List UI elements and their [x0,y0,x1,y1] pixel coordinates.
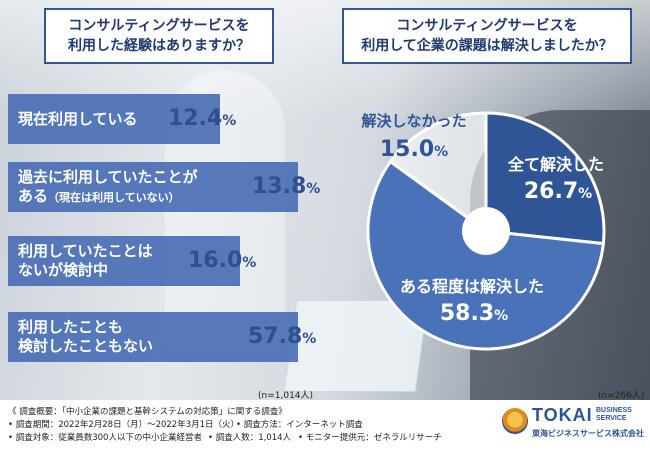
survey-count: • 調査人数：1,014人 [208,433,292,443]
survey-monitor: • モニター提供元：ゼネラルリサーチ [298,433,442,443]
pie-slice-partly-solved [366,159,605,351]
survey-target: • 調査対象：従業員数300人以下の中小企業経営者 [8,433,202,443]
survey-title: 《 調査概要：「中小企業の課題と基幹システムの対応策」に関する調査》 [8,407,287,417]
right-question-box: コンサルティングサービスを 利用して企業の課題は解決しましたか？ [342,8,632,64]
pie-slice-not-solved [388,111,488,234]
logo-tag1: BUSINESS [596,407,632,414]
bar-row-current: 現在利用している 12.4% [8,94,236,144]
pie-value-not-solved: 15.0% [380,137,448,162]
bar-row-considering: 利用していたことは ないが検討中 16.0% [8,236,256,286]
right-sample-size: (n=266人) [598,391,645,401]
bar-label-current: 現在利用している [18,109,138,128]
bar-label-considering: 利用していたことは ないが検討中 [18,242,153,279]
bar-row-past: 過去に利用していたことが ある（現在は利用していない） 13.8% [8,162,320,212]
logo-tag2: SERVICE [596,415,627,422]
bar-current [8,94,220,144]
bar-label-past: 過去に利用していたことが ある（現在は利用していない） [18,167,198,205]
logo-company: 東海ビジネスサービス株式会社 [532,429,644,438]
pie-label-partly-solved: ある程度は解決した [400,277,544,296]
pie-slice-all-solved [484,111,606,246]
left-sample-size: (n=1,014人) [258,391,314,401]
left-question-box: コンサルティングサービスを 利用した経験はありますか？ [44,8,274,64]
pie-center-hole [462,207,510,255]
footer [0,400,650,450]
bar-never [8,312,298,362]
survey-method: • 調査方法：インターネット調査 [236,420,363,430]
bar-value-past: 13.8% [252,174,321,199]
logo-name: TOKAI [532,405,593,425]
left-question-line1: コンサルティングサービスを [68,18,250,34]
bar-value-current: 12.4% [168,106,237,131]
bar-label-never: 利用したことも 検討したこともない [18,318,154,355]
bar-past [8,162,298,212]
company-logo-icon [502,408,528,434]
right-question-line2: 利用して企業の課題は解決しましたか？ [361,38,613,54]
survey-period: • 調査期間：2022年2月28日（月）～2022年3月1日（火） [8,420,240,430]
left-question-line2: 利用した経験はありますか？ [68,38,250,54]
pie-label-not-solved: 解決しなかった [361,112,466,130]
bar-considering [8,236,240,286]
right-question-line1: コンサルティングサービスを [396,18,578,34]
pie-value-partly-solved: 58.3% [440,301,508,326]
pie-label-all-solved: 全て解決した [507,155,604,174]
pie-value-all-solved: 26.7% [524,179,592,204]
bar-value-never: 57.8% [248,324,317,349]
bar-value-considering: 16.0% [188,248,257,273]
bar-row-never: 利用したことも 検討したこともない 57.8% [8,312,316,362]
